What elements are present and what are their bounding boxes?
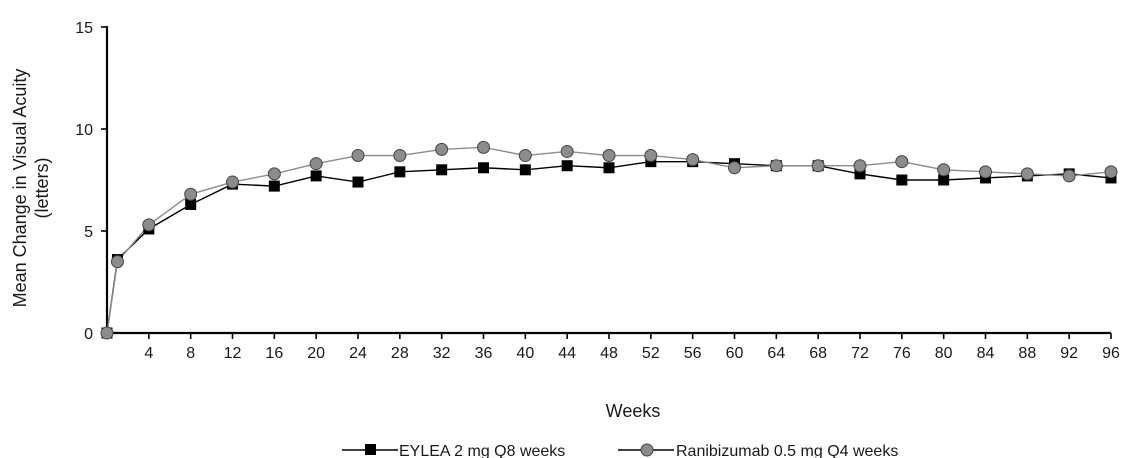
x-tick-label: 44 bbox=[558, 345, 576, 362]
eylea-data-point bbox=[436, 164, 448, 176]
eylea-data-point bbox=[268, 180, 280, 192]
ranibizumab-data-point bbox=[184, 187, 198, 201]
x-tick-label: 96 bbox=[1102, 345, 1120, 362]
ranibizumab-data-point bbox=[560, 144, 574, 158]
ranibizumab-data-point bbox=[853, 159, 867, 173]
series-layer bbox=[100, 140, 1118, 340]
ranibizumab-data-point bbox=[895, 155, 909, 169]
legend-eylea-label: EYLEA 2 mg Q8 weeks bbox=[399, 443, 565, 458]
series-line-ranibizumab bbox=[106, 146, 1112, 334]
x-tick-label: 12 bbox=[224, 345, 242, 362]
ranibizumab-data-point bbox=[351, 149, 365, 163]
x-tick-label: 36 bbox=[475, 345, 493, 362]
series-line-eylea bbox=[106, 160, 1112, 334]
x-tick-label: 8 bbox=[186, 345, 195, 362]
legend-ranibizumab-label: Ranibizumab 0.5 mg Q4 weeks bbox=[676, 443, 898, 458]
legend: EYLEA 2 mg Q8 weeks Ranibizumab 0.5 mg Q… bbox=[342, 443, 898, 458]
ranibizumab-data-point bbox=[477, 140, 490, 154]
x-tick-label: 84 bbox=[977, 345, 995, 362]
x-tick-label: 48 bbox=[600, 345, 618, 362]
eylea-data-point bbox=[185, 198, 197, 210]
x-tick-label: 64 bbox=[767, 345, 785, 362]
ranibizumab-data-point bbox=[435, 142, 449, 156]
eylea-data-point bbox=[603, 162, 615, 174]
ranibizumab-data-point bbox=[769, 159, 783, 173]
legend-eylea-marker bbox=[365, 444, 376, 455]
x-axis-ticks: 4 8 12 16 20 24 28 32 36 40 44 48 52 56 60 64 68 72 76 80 84… bbox=[144, 333, 1120, 362]
x-tick-label: 68 bbox=[809, 345, 827, 362]
x-axis-title: Weeks bbox=[606, 401, 661, 421]
ranibizumab-data-point bbox=[979, 165, 992, 179]
ranibizumab-data-point bbox=[100, 326, 114, 340]
ranibizumab-data-point bbox=[602, 149, 616, 163]
x-tick-label: 92 bbox=[1060, 345, 1078, 362]
ranibizumab-data-point bbox=[393, 149, 407, 163]
ranibizumab-data-point bbox=[142, 218, 156, 232]
x-tick-label: 72 bbox=[851, 345, 869, 362]
x-tick-label: 24 bbox=[349, 345, 367, 362]
x-tick-label: 28 bbox=[391, 345, 409, 362]
y-axis-title-line1: Mean Change in Visual Acuity bbox=[10, 69, 30, 308]
ranibizumab-data-point bbox=[309, 157, 323, 171]
eylea-data-point bbox=[394, 166, 406, 178]
eylea-data-point bbox=[938, 174, 950, 186]
ranibizumab-data-point bbox=[226, 175, 239, 189]
legend-ranibizumab-marker bbox=[640, 443, 654, 457]
y-tick-label: 10 bbox=[75, 122, 93, 139]
ranibizumab-data-point bbox=[110, 255, 124, 269]
eylea-data-point bbox=[519, 164, 531, 176]
eylea-data-point bbox=[854, 168, 866, 180]
eylea-data-point bbox=[561, 160, 573, 172]
y-tick-label: 0 bbox=[84, 326, 93, 343]
eylea-data-point bbox=[478, 162, 489, 174]
ranibizumab-data-point bbox=[1020, 167, 1034, 181]
y-tick-label: 15 bbox=[75, 20, 93, 37]
ranibizumab-data-point bbox=[686, 153, 700, 167]
ranibizumab-data-point bbox=[267, 167, 281, 181]
x-tick-label: 40 bbox=[516, 345, 534, 362]
ranibizumab-data-point bbox=[1104, 165, 1118, 179]
eylea-data-point bbox=[352, 176, 364, 188]
legend-item-ranibizumab: Ranibizumab 0.5 mg Q4 weeks bbox=[618, 443, 898, 458]
y-tick-label: 5 bbox=[84, 224, 93, 241]
y-axis-ticks: 0 5 10 15 bbox=[75, 20, 107, 343]
x-tick-label: 32 bbox=[433, 345, 451, 362]
ranibizumab-data-point bbox=[518, 149, 532, 163]
x-tick-label: 88 bbox=[1018, 345, 1036, 362]
x-tick-label: 60 bbox=[726, 345, 744, 362]
eylea-data-point bbox=[896, 174, 908, 186]
x-tick-label: 80 bbox=[935, 345, 953, 362]
x-tick-label: 76 bbox=[893, 345, 911, 362]
ranibizumab-data-point bbox=[811, 159, 825, 173]
legend-item-eylea: EYLEA 2 mg Q8 weeks bbox=[342, 443, 565, 458]
eylea-data-point bbox=[310, 170, 322, 182]
x-tick-label: 4 bbox=[144, 345, 153, 362]
x-tick-label: 52 bbox=[642, 345, 660, 362]
x-tick-label: 20 bbox=[307, 345, 325, 362]
y-axis-title-line2: (letters) bbox=[32, 157, 52, 218]
x-tick-label: 16 bbox=[265, 345, 283, 362]
x-tick-label: 56 bbox=[684, 345, 702, 362]
ranibizumab-data-point bbox=[644, 149, 658, 163]
ranibizumab-data-point bbox=[1062, 169, 1076, 183]
ranibizumab-data-point bbox=[937, 163, 951, 177]
ranibizumab-data-point bbox=[728, 161, 741, 175]
y-axis-title: Mean Change in Visual Acuity (letters) bbox=[10, 69, 52, 308]
